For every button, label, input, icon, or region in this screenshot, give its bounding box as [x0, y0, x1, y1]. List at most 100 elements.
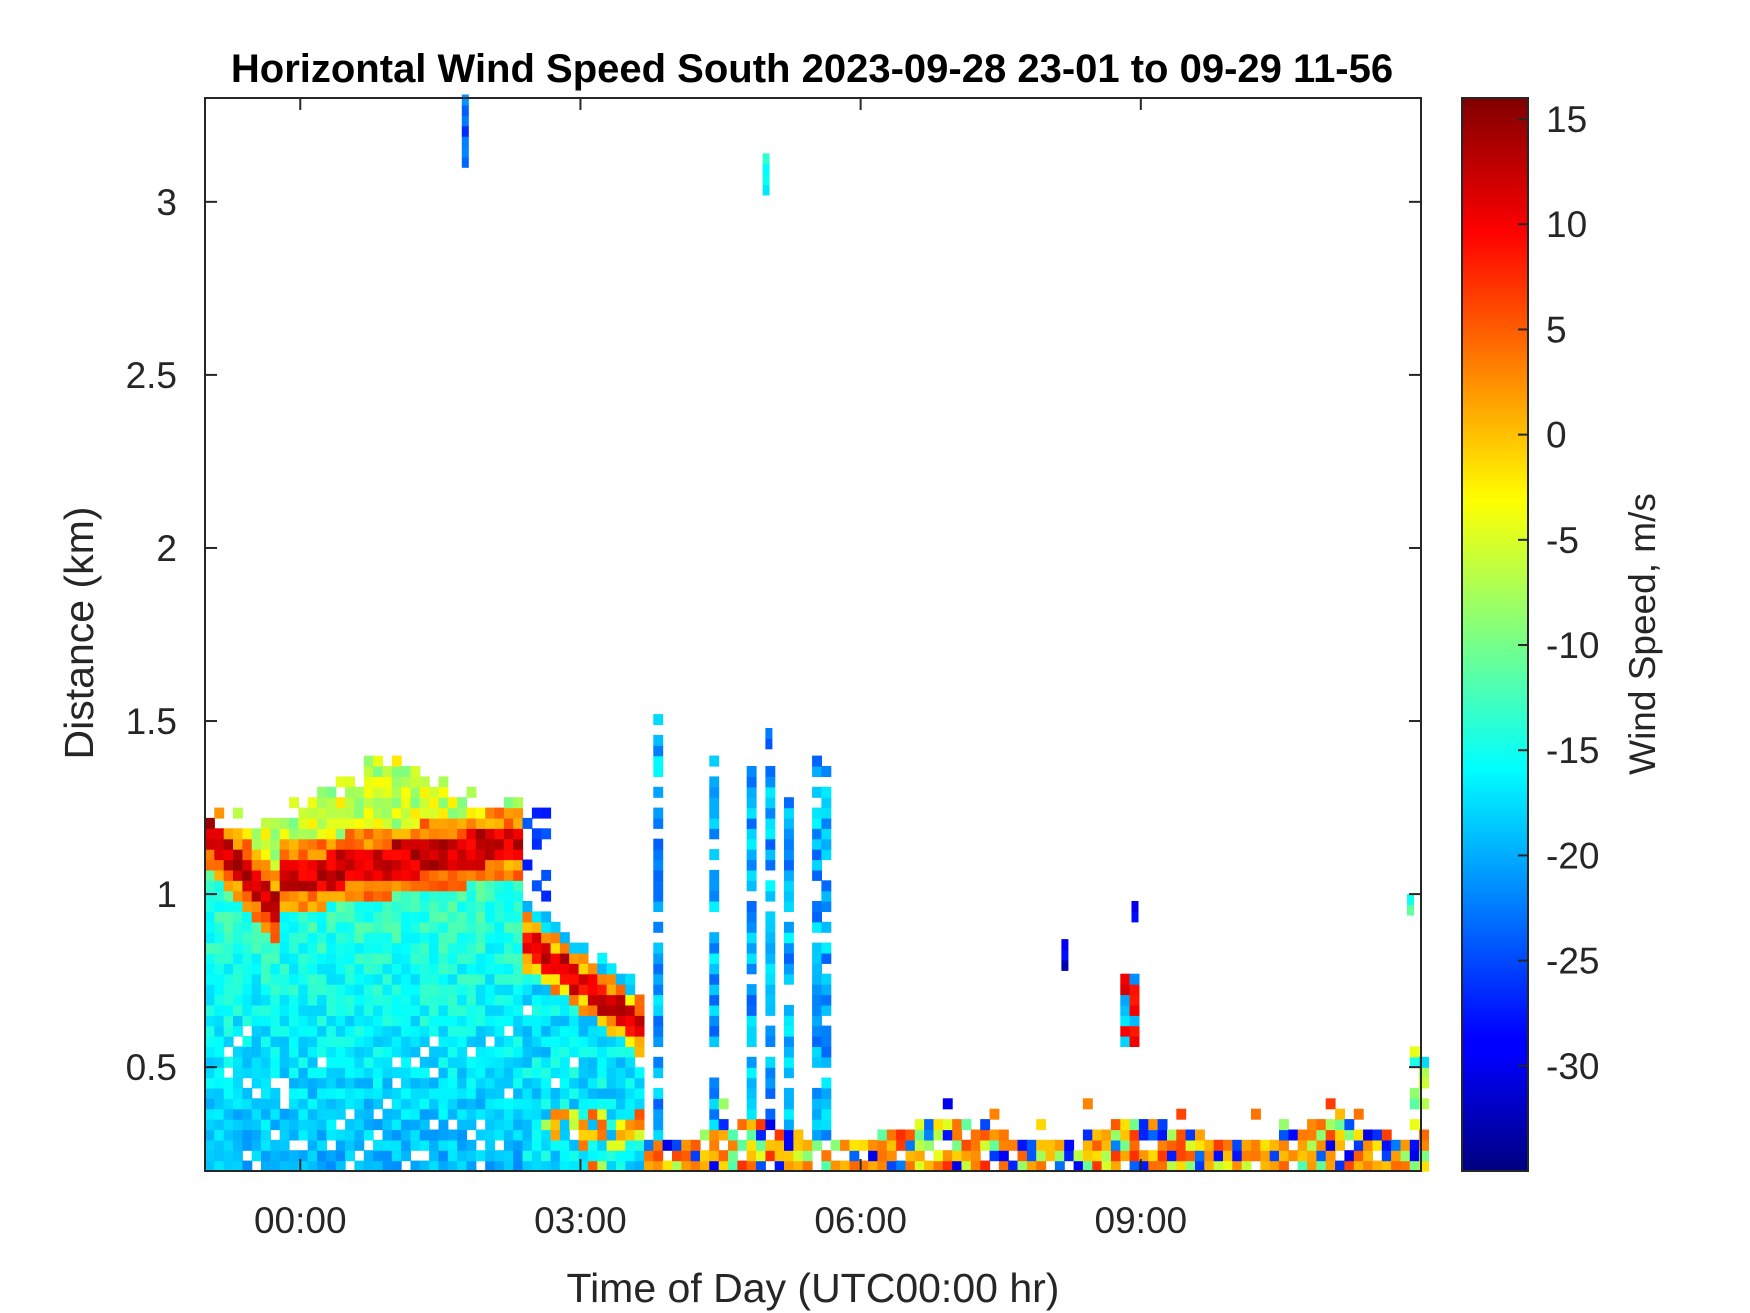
heatmap-cell	[1148, 1119, 1159, 1131]
heatmap-cell	[746, 901, 757, 912]
heatmap-cell	[461, 136, 469, 148]
heatmap-cell	[569, 1077, 580, 1089]
heatmap-cell	[326, 973, 337, 985]
heatmap-cell	[569, 942, 580, 954]
heatmap-cell	[242, 1056, 253, 1068]
heatmap-cell	[345, 901, 355, 912]
heatmap-cell	[223, 890, 234, 902]
heatmap-cell	[634, 1119, 645, 1131]
heatmap-cell	[746, 911, 757, 923]
heatmap-cell	[363, 859, 374, 871]
heatmap-cell	[457, 901, 468, 912]
heatmap-cell	[513, 1077, 524, 1089]
heatmap-cell	[466, 1150, 477, 1162]
heatmap-cell	[746, 869, 757, 881]
heatmap-cell	[1129, 1015, 1140, 1027]
heatmap-cell	[205, 1160, 215, 1172]
heatmap-cell	[447, 859, 458, 871]
heatmap-cell	[513, 890, 524, 902]
heatmap-cell	[354, 963, 365, 975]
heatmap-cell	[457, 1108, 468, 1120]
heatmap-cell	[475, 921, 486, 933]
heatmap-cell	[849, 1160, 860, 1172]
heatmap-cell	[1017, 1150, 1028, 1162]
heatmap-cell	[401, 859, 411, 871]
heatmap-cell	[214, 921, 225, 933]
heatmap-cell	[578, 1046, 589, 1058]
heatmap-cell	[223, 1036, 234, 1047]
heatmap-cell	[494, 1046, 505, 1058]
heatmap-cell	[345, 984, 355, 996]
heatmap-cell	[653, 1056, 664, 1068]
heatmap-cell	[485, 1004, 496, 1016]
heatmap-cell	[419, 1025, 430, 1037]
heatmap-cell	[1307, 1139, 1317, 1151]
heatmap-cell	[233, 921, 243, 933]
heatmap-cell	[354, 807, 365, 819]
heatmap-cell	[522, 1067, 533, 1079]
heatmap-cell	[401, 1087, 411, 1099]
heatmap-cell	[363, 952, 374, 964]
heatmap-cell	[1148, 1160, 1159, 1172]
heatmap-cell	[709, 807, 720, 819]
heatmap-cell	[1008, 1139, 1019, 1151]
heatmap-cell	[354, 1139, 365, 1151]
heatmap-cell	[466, 838, 477, 850]
heatmap-cell	[578, 1025, 589, 1037]
heatmap-cell	[419, 869, 430, 881]
heatmap-cell	[1316, 1139, 1327, 1151]
heatmap-cell	[587, 1004, 598, 1016]
heatmap-cell	[1148, 1129, 1159, 1141]
heatmap-cell	[438, 942, 449, 954]
heatmap-cell	[391, 1067, 402, 1079]
heatmap-cell	[1110, 1160, 1121, 1172]
heatmap-cell	[354, 828, 365, 840]
heatmap-cell	[513, 838, 524, 850]
heatmap-cell	[812, 859, 822, 871]
heatmap-cell	[550, 1067, 561, 1079]
heatmap-cell	[503, 1108, 514, 1120]
heatmap-cell	[513, 963, 524, 975]
heatmap-cell	[214, 942, 225, 954]
heatmap-cell	[1157, 1129, 1168, 1141]
heatmap-cell	[1232, 1160, 1243, 1172]
heatmap-cell	[466, 890, 477, 902]
heatmap-cell	[279, 1004, 290, 1016]
heatmap-cell	[662, 1160, 673, 1172]
heatmap-cell	[429, 838, 439, 850]
heatmap-cell	[419, 1139, 430, 1151]
heatmap-cell	[1026, 1150, 1037, 1162]
heatmap-cell	[503, 921, 514, 933]
heatmap-cell	[886, 1150, 897, 1162]
heatmap-cell	[363, 1004, 374, 1016]
heatmap-cell	[373, 859, 383, 871]
heatmap-cell	[625, 1087, 636, 1099]
heatmap-cell	[1335, 1139, 1345, 1151]
heatmap-cell	[746, 1036, 757, 1047]
heatmap-cell	[242, 1015, 253, 1027]
heatmap-cell	[531, 911, 542, 923]
heatmap-cell	[345, 1098, 355, 1110]
heatmap-cell	[382, 901, 393, 912]
heatmap-cell	[672, 1139, 682, 1151]
heatmap-cell	[391, 1119, 402, 1131]
heatmap-cell	[373, 890, 383, 902]
heatmap-cell	[289, 901, 299, 912]
heatmap-cell	[457, 1067, 468, 1079]
heatmap-cell	[1129, 973, 1140, 985]
heatmap-cell	[821, 1036, 832, 1047]
y-tick-label: 0.5	[126, 1047, 177, 1088]
heatmap-cell	[1131, 911, 1139, 923]
heatmap-cell	[391, 786, 402, 798]
heatmap-cell	[410, 984, 421, 996]
heatmap-cell	[830, 1160, 841, 1172]
heatmap-cell	[307, 1150, 318, 1162]
heatmap-cell	[569, 1087, 580, 1099]
heatmap-cell	[373, 1067, 383, 1079]
heatmap-cell	[662, 1139, 673, 1151]
heatmap-cell	[289, 817, 299, 829]
heatmap-cell	[429, 994, 439, 1006]
heatmap-cell	[1409, 1119, 1420, 1131]
heatmap-cell	[746, 942, 757, 954]
heatmap-cell	[401, 1067, 411, 1079]
